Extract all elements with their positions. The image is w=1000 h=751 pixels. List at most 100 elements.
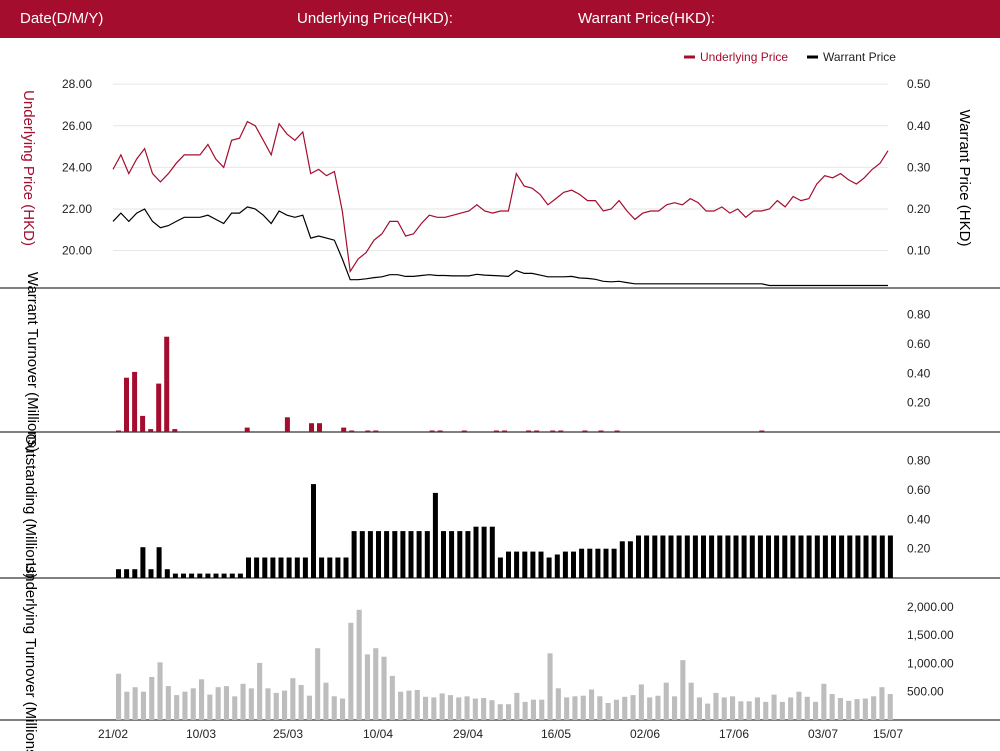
outstanding-bar (717, 535, 723, 578)
outstanding-bar (757, 535, 763, 578)
outstanding-bar (416, 531, 422, 578)
y-axis-title-outstanding: Outstanding (Millions) (22, 433, 39, 578)
warrant-turnover-bar (526, 430, 532, 432)
y-tick-label-right: 0.40 (907, 119, 931, 133)
outstanding-bar (497, 557, 503, 578)
y-tick-label-right: 500.00 (907, 685, 944, 699)
outstanding-bar (571, 551, 576, 578)
underlying-turnover-bar (522, 701, 528, 720)
underlying-turnover-bar (672, 696, 678, 720)
underlying-turnover-bar (630, 695, 636, 720)
underlying-turnover-bar (862, 698, 868, 720)
underlying-turnover-bar (265, 688, 271, 720)
underlying-turnover-bar (348, 622, 354, 720)
outstanding-bar (473, 526, 479, 578)
underlying-turnover-bar (564, 697, 570, 720)
underlying-turnover-bar (746, 701, 752, 720)
outstanding-bar (262, 557, 268, 578)
y-axis-title-underlying-price: Underlying Price (HKD) (20, 90, 37, 246)
outstanding-bar (546, 557, 552, 578)
y-tick-label-left: 26.00 (62, 119, 92, 133)
y-tick-label-right: 0.20 (907, 396, 931, 410)
outstanding-bar (489, 526, 495, 578)
date-label: Date(D/M/Y) (20, 10, 104, 27)
warrant-price-label: Warrant Price(HKD): (578, 10, 715, 27)
underlying-turnover-bar (481, 698, 487, 720)
outstanding-bar (863, 535, 869, 578)
underlying-turnover-bar (373, 648, 379, 720)
underlying-turnover-bar (572, 696, 578, 720)
underlying-turnover-bar (655, 695, 661, 720)
underlying-turnover-bar (298, 685, 304, 720)
outstanding-bar (636, 535, 641, 578)
outstanding-bar (343, 557, 349, 578)
outstanding-bar (351, 531, 357, 578)
outstanding-bar (684, 535, 690, 578)
underlying-turnover-bar (207, 694, 213, 720)
y-tick-label-right: 0.60 (907, 483, 931, 497)
underlying-turnover-bar (414, 690, 420, 720)
outstanding-bar (294, 557, 300, 578)
outstanding-bar (270, 557, 276, 578)
underlying-turnover-bar (871, 696, 877, 720)
underlying-turnover-bar (223, 686, 229, 720)
underlying-turnover-bar (472, 698, 478, 720)
outstanding-bar (132, 569, 138, 578)
warrant-turnover-bar (132, 371, 138, 432)
underlying-turnover-bar (190, 688, 196, 720)
warrant-turnover-bar (461, 430, 467, 432)
x-tick-label: 10/03 (186, 727, 216, 741)
underlying-turnover-bar (530, 699, 536, 720)
outstanding-bar (887, 535, 893, 578)
underlying-turnover-bar (680, 660, 686, 720)
underlying-turnover-bar (447, 695, 453, 720)
underlying-turnover-bar (406, 690, 412, 720)
outstanding-bar (424, 531, 430, 578)
underlying-turnover-bar (140, 691, 146, 720)
x-tick-label: 29/04 (453, 727, 483, 741)
underlying-turnover-bar (613, 699, 619, 720)
warrant-turnover-bar (124, 377, 129, 432)
underlying-turnover-bar (389, 675, 395, 720)
outstanding-bar (441, 531, 446, 578)
y-tick-label-right: 0.20 (907, 542, 931, 556)
x-tick-label: 15/07 (873, 727, 903, 741)
outstanding-bar (449, 531, 455, 578)
warrant-turnover-bar (341, 427, 347, 432)
warrant-turnover-bar (534, 430, 540, 432)
underlying-turnover-bar (398, 691, 404, 720)
outstanding-bar (221, 573, 227, 578)
outstanding-bar (627, 541, 633, 578)
outstanding-bar (652, 535, 658, 578)
outstanding-bar (384, 531, 390, 578)
outstanding-bar (701, 535, 706, 578)
y-tick-label-left: 28.00 (62, 77, 92, 91)
y-tick-label-right: 0.80 (907, 454, 931, 468)
underlying-turnover-bar (887, 694, 893, 720)
outstanding-bar (189, 573, 195, 578)
outstanding-bar (733, 535, 739, 578)
y-tick-label-right: 0.20 (907, 202, 931, 216)
y-tick-label-left: 20.00 (62, 244, 92, 258)
underlying-turnover-bar (199, 679, 205, 720)
outstanding-bar (367, 531, 373, 578)
warrant-turnover-bar (373, 430, 379, 432)
x-tick-label: 21/02 (98, 727, 128, 741)
underlying-turnover-bar (738, 701, 744, 720)
outstanding-bar (782, 535, 788, 578)
outstanding-bar (376, 531, 381, 578)
y-axis-title-warrant-turnover: Warrant Turnover (Millions) (24, 272, 41, 452)
underlying-turnover-bar (497, 704, 503, 720)
underlying-turnover-bar (290, 678, 296, 720)
y-tick-label-right: 0.10 (907, 244, 931, 258)
x-tick-label: 25/03 (273, 727, 303, 741)
underlying-turnover-bar (514, 692, 520, 720)
y-tick-label-right: 0.30 (907, 160, 931, 174)
outstanding-bar (400, 531, 406, 578)
warrant-turnover-bar (156, 383, 162, 432)
underlying-turnover-bar (589, 689, 595, 720)
y-tick-label-right: 2,000.00 (907, 600, 954, 614)
outstanding-bar (660, 535, 666, 578)
underlying-turnover-bar (165, 686, 171, 720)
underlying-turnover-bar (879, 687, 885, 720)
